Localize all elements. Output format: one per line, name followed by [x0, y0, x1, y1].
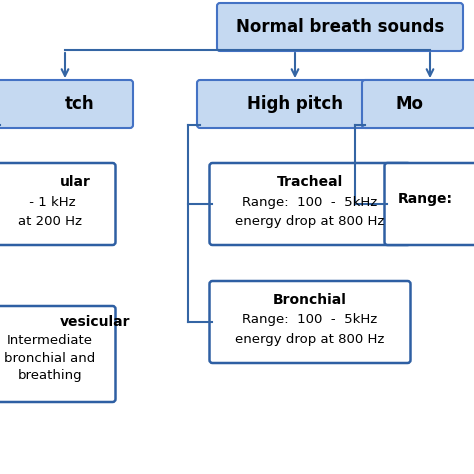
FancyBboxPatch shape [210, 163, 410, 245]
Text: Range:  100  -  5kHz: Range: 100 - 5kHz [242, 195, 378, 209]
Text: vesicular: vesicular [60, 315, 130, 329]
FancyBboxPatch shape [197, 80, 393, 128]
Text: - 1 kHz: - 1 kHz [25, 195, 75, 209]
FancyBboxPatch shape [210, 281, 410, 363]
FancyBboxPatch shape [384, 163, 474, 245]
Text: energy drop at 800 Hz: energy drop at 800 Hz [235, 215, 385, 228]
FancyBboxPatch shape [217, 3, 463, 51]
Text: energy drop at 800 Hz: energy drop at 800 Hz [235, 332, 385, 346]
FancyBboxPatch shape [362, 80, 474, 128]
Text: bronchial and: bronchial and [4, 353, 96, 365]
Text: Tracheal: Tracheal [277, 175, 343, 189]
Text: tch: tch [65, 95, 95, 113]
FancyBboxPatch shape [0, 306, 116, 402]
Text: Intermediate: Intermediate [7, 335, 93, 347]
Text: High pitch: High pitch [247, 95, 343, 113]
Text: ular: ular [60, 175, 91, 189]
Text: Mo: Mo [396, 95, 424, 113]
Text: Range:  100  -  5kHz: Range: 100 - 5kHz [242, 313, 378, 327]
Text: Normal breath sounds: Normal breath sounds [236, 18, 444, 36]
Text: Range:: Range: [398, 192, 453, 206]
FancyBboxPatch shape [0, 163, 116, 245]
FancyBboxPatch shape [0, 80, 133, 128]
Text: breathing: breathing [18, 370, 82, 383]
Text: Bronchial: Bronchial [273, 293, 347, 307]
Text: at 200 Hz: at 200 Hz [18, 215, 82, 228]
